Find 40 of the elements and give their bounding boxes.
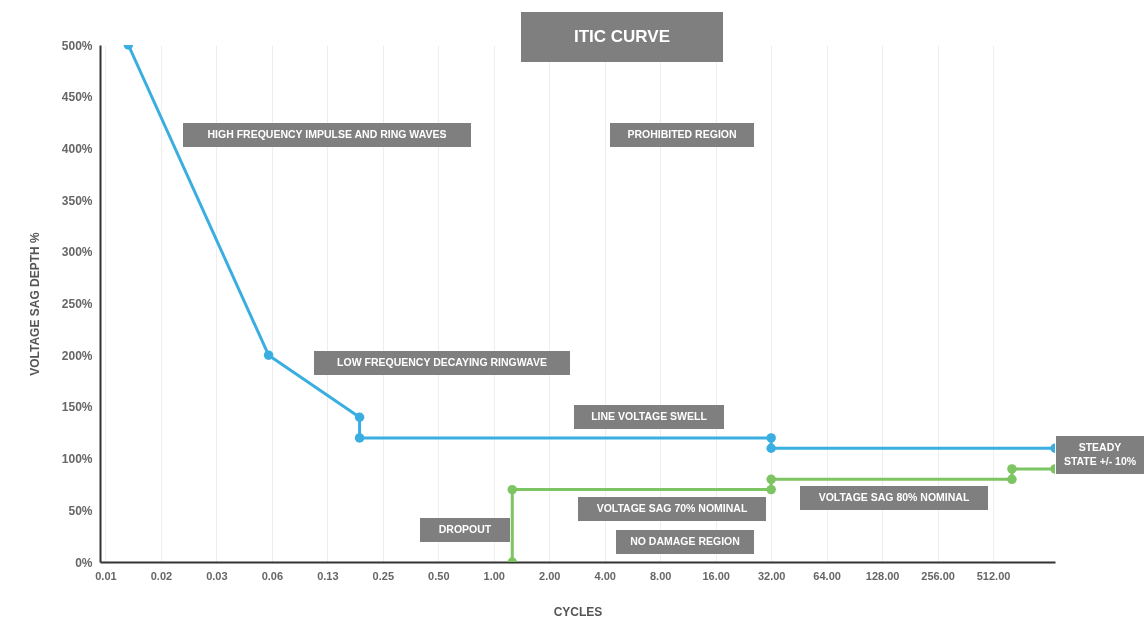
annotation: VOLTAGE SAG 70% NOMINAL [596,502,748,514]
x-tick-label: 512.00 [976,569,1011,582]
text: STEADY STATE +/- 10% [1063,441,1137,467]
x-tick-label: 0.13 [317,569,339,582]
y-tick-label: 400% [61,141,93,156]
y-axis-title: VOLTAGE SAG DEPTH % [27,231,42,376]
x-tick-label: 4.00 [594,569,616,582]
y-tick-label: 0% [75,555,93,570]
y-tick-label: 50% [68,503,93,518]
y-tick-label: 350% [61,193,93,208]
annotation: LOW FREQUENCY DECAYING RINGWAVE [337,356,547,368]
x-tick-label: 0.25 [372,569,395,582]
x-tick-label: 0.50 [428,569,450,582]
y-tick-label: 100% [61,452,93,467]
annotation: PROHIBITED REGION [627,128,737,140]
annotation: DROPOUT [438,523,492,535]
annotation: LINE VOLTAGE SWELL [591,410,708,422]
x-tick-label: 8.00 [649,569,672,582]
x-tick-label: 256.00 [921,569,955,582]
x-tick-label: 0.03 [206,569,228,582]
x-tick-label: 128.00 [865,569,900,582]
y-tick-label: 250% [61,297,93,311]
x-tick-label: 16.00 [702,569,730,582]
x-tick-label: 0.02 [150,569,173,582]
x-tick-label: 2.00 [539,569,561,582]
x-tick-label: 64.00 [813,569,841,582]
annotation: VOLTAGE SAG 80% NOMINAL [818,491,970,503]
x-axis-title: CYCLES [553,604,603,619]
y-tick-label: 500% [61,38,93,53]
y-tick-label: 450% [61,90,93,105]
y-tick-label: 300% [61,245,93,260]
chart-title: ITIC CURVE [573,27,671,46]
x-tick-label: 32.00 [757,569,786,582]
x-tick-label: 1.00 [483,569,505,582]
x-tick-label: 0.06 [261,569,284,582]
y-tick-label: 200% [61,348,93,363]
x-tick-label: 0.01 [95,569,117,582]
annotation: NO DAMAGE REGION [630,535,740,547]
annotation: HIGH FREQUENCY IMPULSE AND RING WAVES [207,128,447,140]
y-tick-label: 150% [61,400,93,415]
